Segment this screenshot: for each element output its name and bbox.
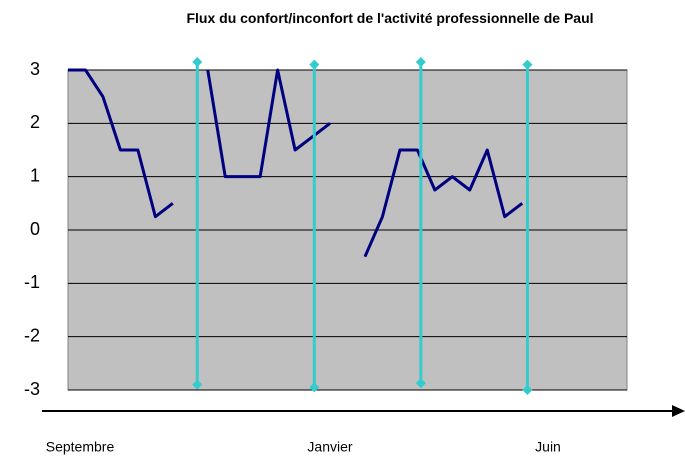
marker-bottom (309, 382, 320, 393)
y-tick-label: 1 (30, 165, 40, 185)
marker-bottom (415, 378, 426, 389)
time-axis-arrow (672, 405, 685, 417)
y-tick-label: 0 (30, 219, 40, 239)
y-tick-label: -1 (24, 272, 40, 292)
y-tick-label: 3 (30, 59, 40, 79)
marker-bottom (522, 385, 533, 395)
x-label: Juin (535, 439, 561, 455)
marker-top (522, 59, 533, 70)
x-label: Janvier (307, 439, 352, 455)
x-label: Septembre (46, 439, 115, 455)
marker-top (415, 57, 426, 67)
chart-title: Flux du confort/inconfort de l'activité … (186, 10, 594, 26)
marker-top (309, 59, 320, 70)
marker-top (192, 57, 203, 67)
y-tick-label: -2 (24, 325, 40, 345)
y-tick-label: 2 (30, 112, 40, 132)
data-line (68, 68, 524, 258)
marker-bottom (192, 379, 203, 390)
y-tick-label: -3 (24, 379, 40, 399)
